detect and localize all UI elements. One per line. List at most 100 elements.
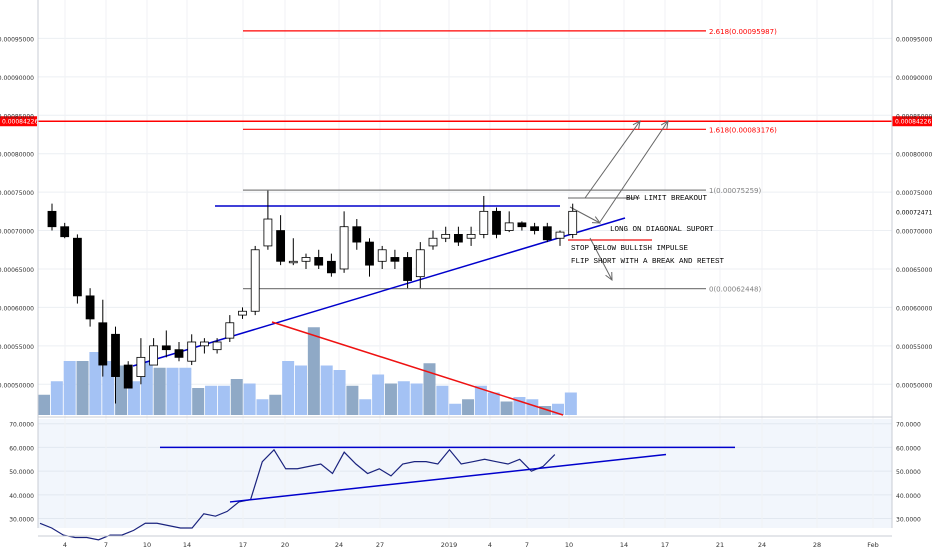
volume-downtrend-line bbox=[271, 321, 564, 416]
diagonal-support-line bbox=[132, 217, 626, 367]
price-tick-label-left: 0.00055000 bbox=[0, 344, 34, 351]
candle-body bbox=[428, 237, 438, 247]
price-tick-label-right: 0.00055000 bbox=[896, 344, 932, 351]
resistance-price-tag-left bbox=[0, 116, 37, 127]
oscillator-support-line bbox=[229, 453, 667, 503]
fib-level-label: 1.618(0.00083176) bbox=[709, 126, 777, 134]
candle-body bbox=[441, 233, 451, 239]
candle-body bbox=[288, 260, 298, 264]
volume-bar bbox=[474, 385, 487, 415]
last-price-label: 0.00072471 bbox=[896, 210, 932, 217]
candle-body bbox=[123, 364, 133, 389]
volume-bar bbox=[282, 361, 295, 415]
volume-bar bbox=[63, 361, 76, 415]
candle-body bbox=[276, 230, 286, 262]
price-tick-label-left: 0.00075000 bbox=[0, 190, 34, 197]
volume-bar bbox=[307, 327, 320, 415]
candle-body bbox=[149, 345, 159, 366]
oscillator-tick-label-left: 70.0000 bbox=[9, 422, 34, 429]
candle-body bbox=[504, 222, 514, 231]
volume-bar bbox=[333, 370, 346, 415]
fib-level-label: 2.618(0.00095987) bbox=[709, 28, 777, 36]
volume-bar bbox=[449, 403, 462, 415]
pullback-arrow-head bbox=[591, 216, 602, 224]
candle-body bbox=[111, 333, 120, 377]
candle-body bbox=[568, 210, 578, 235]
candle-body bbox=[263, 218, 273, 247]
volume-bar bbox=[38, 394, 50, 415]
oscillator-layer bbox=[39, 446, 735, 541]
candle-body bbox=[352, 226, 362, 243]
candle-body bbox=[250, 249, 260, 312]
price-tick-label-left: 0.00090000 bbox=[0, 75, 34, 82]
volume-bar bbox=[384, 383, 397, 415]
breakout-arrow bbox=[584, 120, 641, 199]
candle-body bbox=[60, 226, 70, 238]
resistance-price-label-right: 0.00084226 bbox=[895, 119, 931, 126]
candle-body bbox=[530, 226, 539, 231]
candle-body bbox=[517, 222, 527, 228]
annotation-text: FLIP SHORT WITH A BREAK AND RETEST bbox=[571, 258, 725, 266]
candle-body bbox=[466, 233, 476, 239]
time-tick-label: 7 bbox=[525, 541, 529, 549]
pullback-arrow bbox=[569, 206, 601, 224]
volume-bar bbox=[179, 367, 192, 415]
fib-level-label: 0(0.00062448) bbox=[709, 286, 761, 294]
price-tick-label-right: 0.00080000 bbox=[896, 152, 932, 159]
short-arrow bbox=[589, 237, 613, 281]
candle-body bbox=[390, 257, 400, 262]
candle-body bbox=[212, 341, 222, 351]
oscillator-tick-label-right: 50.0000 bbox=[896, 469, 921, 476]
candle-body bbox=[238, 310, 247, 316]
oscillator-tick-label-right: 40.0000 bbox=[896, 493, 921, 500]
volume-bar bbox=[76, 361, 89, 415]
price-tick-label-right: 0.00060000 bbox=[896, 305, 932, 312]
candle-body bbox=[403, 257, 413, 281]
oscillator-tick-label-left: 50.0000 bbox=[9, 469, 34, 476]
volume-bar bbox=[243, 383, 256, 415]
time-tick-label: 4 bbox=[63, 541, 67, 549]
candle-body bbox=[85, 295, 95, 320]
candle-body bbox=[377, 249, 387, 262]
breakout-arrow-head bbox=[632, 120, 641, 129]
diagonal-arrow bbox=[599, 120, 669, 223]
candle-body bbox=[555, 231, 565, 239]
volume-bar bbox=[552, 403, 564, 415]
volume-bar bbox=[89, 352, 102, 415]
volume-bar bbox=[564, 392, 577, 415]
oscillator-tick-label-left: 40.0000 bbox=[9, 493, 34, 500]
price-tick-label-right: 0.00085000 bbox=[896, 113, 932, 120]
candle-body bbox=[136, 356, 146, 377]
volume-bar bbox=[500, 401, 513, 415]
volume-bar bbox=[230, 379, 243, 415]
time-tick-label: 17 bbox=[661, 541, 669, 549]
volume-bar bbox=[217, 385, 230, 415]
volume-bar bbox=[346, 385, 359, 415]
volume-bar bbox=[436, 385, 449, 415]
volume-bar bbox=[423, 363, 436, 415]
oscillator-tick-label-left: 60.0000 bbox=[9, 445, 34, 452]
oscillator-tick-label-right: 70.0000 bbox=[896, 422, 921, 429]
price-tick-label-right: 0.00065000 bbox=[896, 267, 932, 274]
price-tick-label-right: 0.00070000 bbox=[896, 229, 932, 236]
candle-body bbox=[314, 257, 324, 266]
time-tick-label: 4 bbox=[488, 541, 492, 549]
volume-bar bbox=[526, 399, 539, 415]
volume-bar bbox=[487, 392, 500, 415]
diagonal-arrow-head bbox=[660, 120, 669, 129]
price-tick-label-right: 0.00075000 bbox=[896, 190, 932, 197]
candle-body bbox=[161, 345, 171, 351]
price-tick-label-left: 0.00080000 bbox=[0, 152, 34, 159]
price-tick-label-right: 0.00095000 bbox=[896, 36, 932, 43]
volume-bar bbox=[539, 406, 552, 415]
resistance-price-tag-right bbox=[892, 116, 932, 127]
volume-bar bbox=[295, 365, 307, 415]
candle-body bbox=[542, 226, 552, 241]
volume-bar bbox=[205, 385, 218, 415]
time-tick-label: 24 bbox=[758, 541, 766, 549]
candle-body bbox=[47, 210, 57, 228]
price-tick-label-left: 0.00085000 bbox=[0, 113, 34, 120]
volume-bar bbox=[50, 381, 63, 415]
volume-bar bbox=[397, 381, 410, 415]
oscillator-tick-label-right: 60.0000 bbox=[896, 445, 921, 452]
